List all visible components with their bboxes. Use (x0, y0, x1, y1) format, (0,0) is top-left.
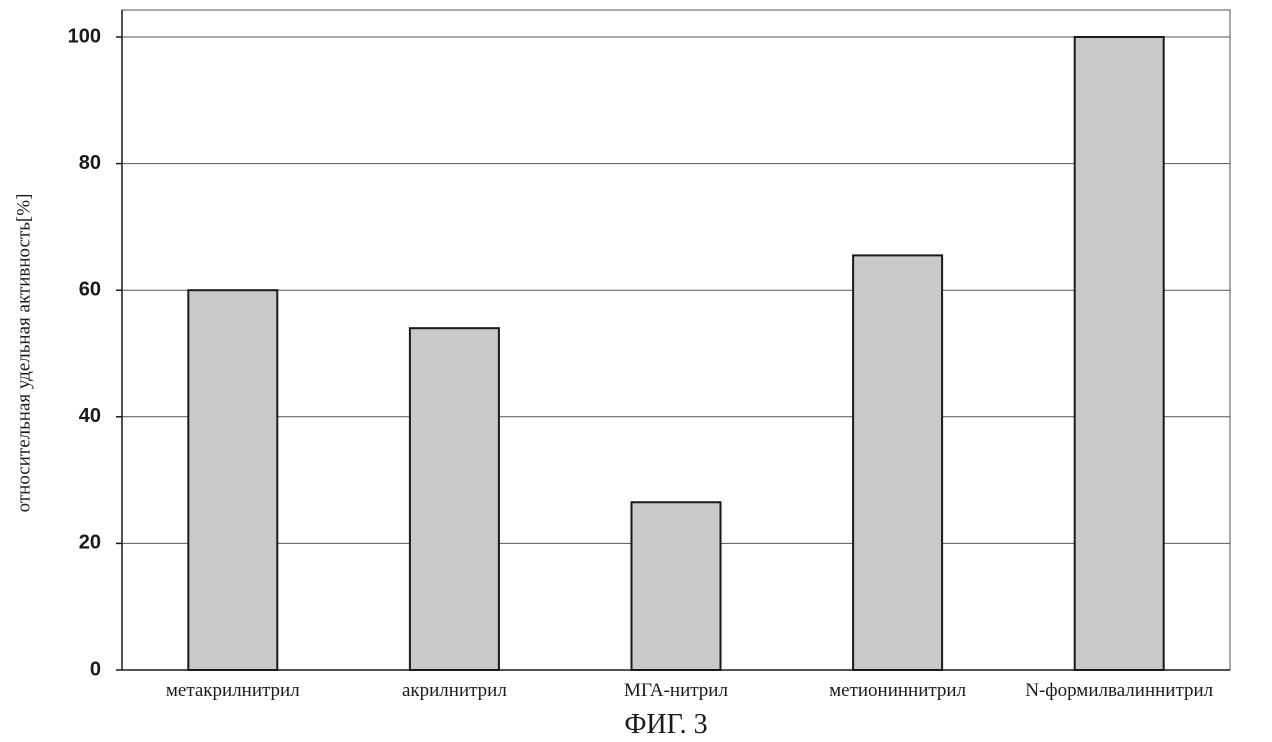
y-tick-labels: 0 20 40 60 80 100 (68, 25, 122, 680)
x-category-label: метакрилнитрил (166, 680, 300, 701)
bar-2 (632, 502, 721, 670)
x-category-labels: метакрилнитрил акрилнитрил МГА-нитрил метио… (166, 680, 1214, 701)
y-tick-label: 60 (79, 278, 101, 300)
y-tick-label: 80 (79, 152, 101, 174)
y-tick-label: 20 (79, 532, 101, 554)
x-category-label: МГА-нитрил (624, 680, 728, 701)
bar-1 (410, 328, 499, 670)
y-tick-label: 40 (79, 405, 101, 427)
y-tick-label: 100 (68, 25, 101, 47)
bar-3 (853, 255, 942, 670)
bar-0 (188, 290, 277, 670)
figure-caption: ФИГ. 3 (624, 709, 707, 740)
y-tick-label: 0 (90, 658, 101, 680)
bars (188, 37, 1163, 670)
x-category-label: акрилнитрил (402, 680, 507, 701)
x-category-label: метиониннитрил (829, 680, 966, 701)
gridlines (122, 37, 1230, 543)
x-category-label: N-формилвалиннитрил (1025, 680, 1213, 701)
y-axis-title: относительная удельная активность[%] (13, 194, 34, 513)
bar-4 (1075, 37, 1164, 670)
